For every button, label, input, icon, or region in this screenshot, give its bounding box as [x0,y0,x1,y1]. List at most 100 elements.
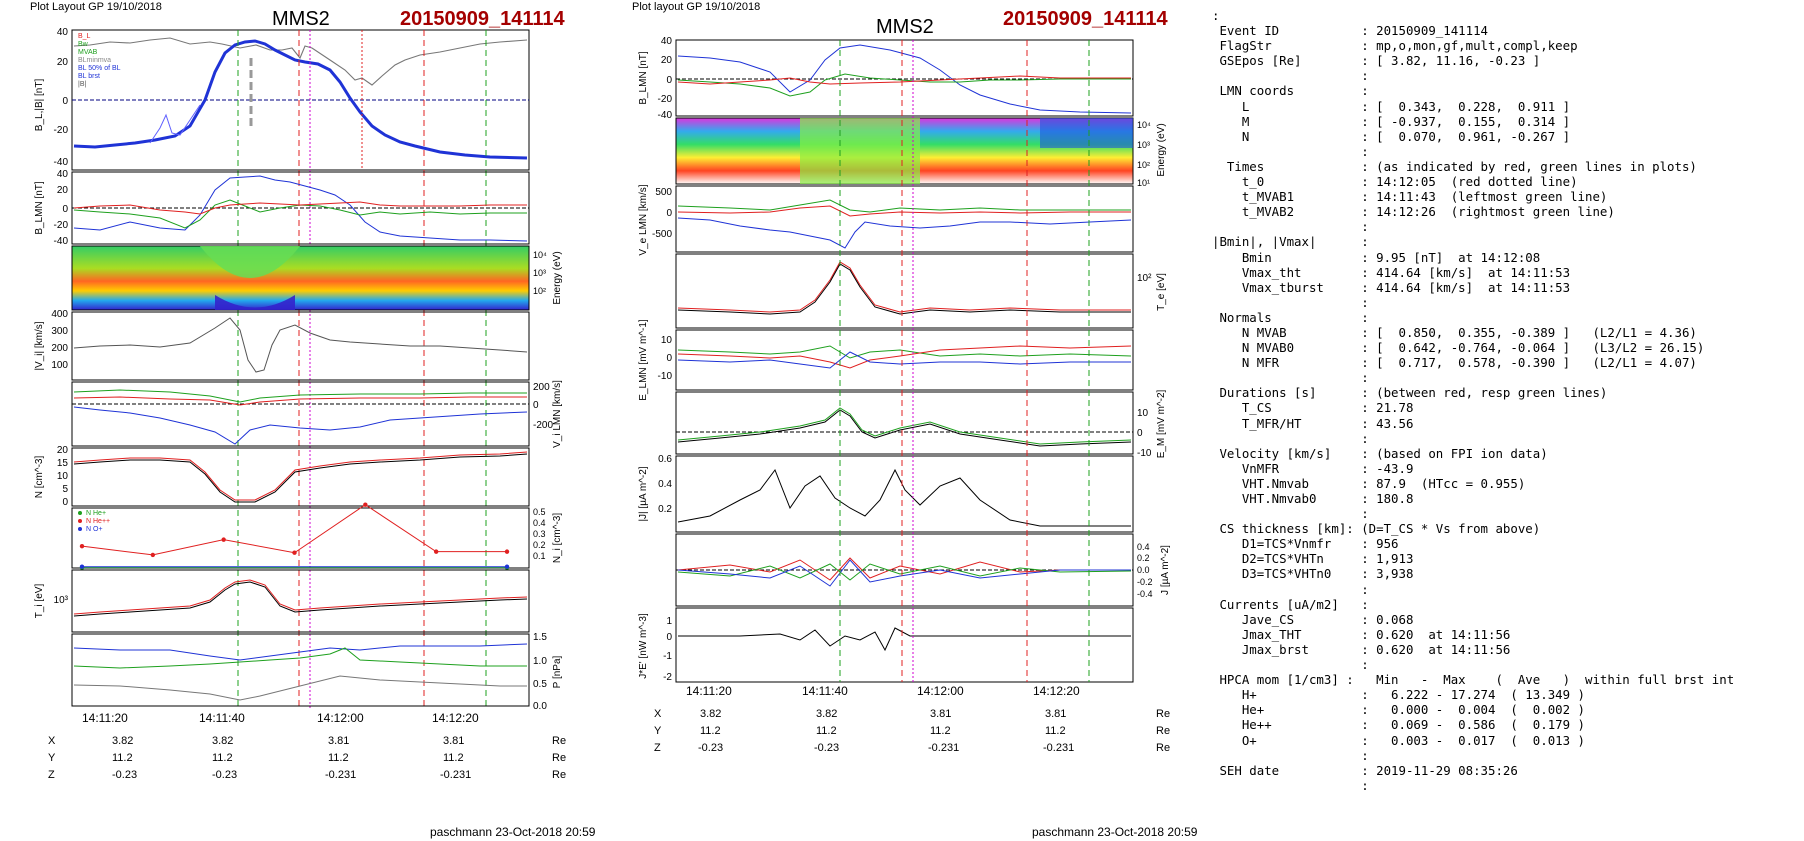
info-line: D2=TCS*VHTn : 1,913 [1212,551,1414,567]
data-point [292,550,297,555]
svg-text:N [cm^-3]: N [cm^-3] [34,456,45,499]
svg-text:0.4: 0.4 [1137,542,1150,552]
svg-text:10¹: 10¹ [1137,178,1150,188]
event-info-panel: : Event ID : 20150909_141114 FlagStr : m… [1212,8,1800,793]
left-figure-plots: 40 20 0 -20 -40 B_L,|B| [nT] B_L Bw MVAB… [34,27,563,712]
info-line: Normals : [1212,309,1369,325]
svg-text:10: 10 [661,335,673,346]
svg-text:-40: -40 [54,236,69,247]
left-figure-event-id: 20150909_141114 [400,8,565,30]
info-line: CS thickness [km]: (D=T_CS * Vs from abo… [1212,521,1541,537]
info-line: D3=TCS*VHTn0 : 3,938 [1212,566,1414,582]
right-panel-em: 10 0 -10 E_M [mV m^-2] [675,389,1167,459]
svg-text:300: 300 [51,326,68,337]
left-panel-bl: 40 20 0 -20 -40 B_L,|B| [nT] B_L Bw MVAB… [34,27,530,710]
svg-text:40: 40 [57,27,69,38]
info-line: Times : (as indicated by red, green line… [1212,158,1697,174]
svg-text:|B|: |B| [78,81,86,88]
info-line: FlagStr : mp,o,mon,gf,mult,compl,keep [1212,38,1578,54]
info-line: VHT.Nmvab : 87.9 (HTcc = 0.955) [1212,475,1526,491]
info-line: He+ : 0.000 - 0.004 ( 0.002 ) [1212,702,1585,718]
info-line: D1=TCS*Vnmfr : 956 [1212,536,1399,552]
svg-text:BLminmva: BLminmva [78,57,111,64]
data-point [221,537,226,542]
svg-text:-20: -20 [658,94,673,105]
info-line: t_MVAB1 : 14:11:43 (leftmost green line) [1212,189,1608,205]
left-time-tick-4: 14:12:20 [432,711,479,725]
data-point [504,564,510,569]
info-line: t_0 : 14:12:05 (red dotted line) [1212,174,1578,190]
svg-text:15: 15 [57,458,69,469]
ylabel-bl: B_L,|B| [nT] [34,79,45,132]
svg-text:J*E' [nW m^-3]: J*E' [nW m^-3] [638,613,649,679]
svg-text:200: 200 [51,343,68,354]
svg-text:0.4: 0.4 [658,479,672,490]
right-time-tick-1: 14:11:20 [686,684,732,698]
svg-text:-40: -40 [54,157,69,168]
svg-text:0.4: 0.4 [533,518,546,528]
left-panel-ti: 10³ T_i [eV] [34,569,530,633]
svg-text:-0.2: -0.2 [1137,577,1153,587]
left-panel-pressure: 1.5 1.0 0.5 0.0 P [nPa] [71,632,563,712]
svg-text:E_M [mV m^-2]: E_M [mV m^-2] [1156,389,1167,458]
svg-text:0.0: 0.0 [533,701,547,712]
svg-text:0: 0 [62,204,68,215]
left-panel-density: 20 15 10 5 0 N [cm^-3] [34,445,530,508]
info-line: : [1212,657,1369,673]
svg-text:0: 0 [666,632,672,643]
data-point [79,564,85,569]
data-point [79,543,85,549]
data-point [150,552,156,558]
right-panel-je: 1 0 -1 -2 J*E' [nW m^-3] [638,607,1134,683]
series-bl-brst [149,104,201,144]
svg-text:Energy (eV): Energy (eV) [552,251,563,304]
svg-text:-40: -40 [658,110,673,121]
data-point [363,502,368,507]
left-figure-footer: paschmann 23-Oct-2018 20:59 [430,825,596,839]
svg-text:20: 20 [57,445,69,456]
info-line: : [1212,581,1369,597]
svg-text:5: 5 [62,484,68,495]
svg-text:20: 20 [661,55,673,66]
right-panel-ve: 500 0 -500 V_e LMN [km/s] [638,184,1134,256]
svg-text:100: 100 [51,360,68,371]
svg-text:|V_i| [km/s]: |V_i| [km/s] [34,321,45,370]
right-panel-elmn: 10 0 -10 E_LMN [mV m^-1] [638,319,1134,401]
svg-text:T_e [eV]: T_e [eV] [1156,273,1167,311]
svg-text:0: 0 [666,75,672,86]
svg-text:-10: -10 [658,371,673,382]
svg-text:-500: -500 [652,229,672,240]
info-line: : [1212,777,1369,793]
svg-text:-20: -20 [54,220,69,231]
svg-text:B_LMN [nT]: B_LMN [nT] [34,181,45,235]
left-time-tick-3: 14:12:00 [317,711,364,725]
svg-text:0: 0 [62,497,68,508]
svg-text:20: 20 [57,185,69,196]
svg-text:0: 0 [666,353,672,364]
svg-text:-10: -10 [1137,448,1152,459]
right-panel-spectrogram: 10⁴ 10³ 10² 10¹ Energy (eV) [675,117,1167,188]
left-figure-spacecraft: MMS2 [272,8,330,30]
svg-text:0: 0 [533,400,539,411]
svg-text:0.2: 0.2 [533,540,546,550]
svg-text:-0.4: -0.4 [1137,589,1153,599]
info-line: : [1212,68,1369,84]
info-line: : [1212,430,1369,446]
left-panel-vi-mag: 400 300 200 100 |V_i| [km/s] [34,309,530,381]
svg-text:N He+: N He+ [86,510,106,517]
svg-text:B_L: B_L [78,33,91,40]
left-panel-vi-lmn: 200 0 -200 V_i LMN [km/s] [71,380,563,448]
info-line: T_MFR/HT : 43.56 [1212,415,1414,431]
info-line: Jave_CS : 0.068 [1212,611,1414,627]
info-line: : [1212,143,1369,159]
svg-text:-1: -1 [663,651,672,662]
data-point [504,549,510,554]
svg-text:10³: 10³ [54,595,69,606]
svg-text:10³: 10³ [533,268,546,278]
svg-text:0.2: 0.2 [658,504,672,515]
info-line: N MFR : [ 0.717, 0.578, -0.390 ] (L2/L1 … [1212,355,1697,371]
svg-text:10⁴: 10⁴ [1137,120,1151,130]
right-time-tick-4: 14:12:20 [1033,684,1080,698]
svg-text:500: 500 [655,187,672,198]
info-line: : [1212,506,1369,522]
